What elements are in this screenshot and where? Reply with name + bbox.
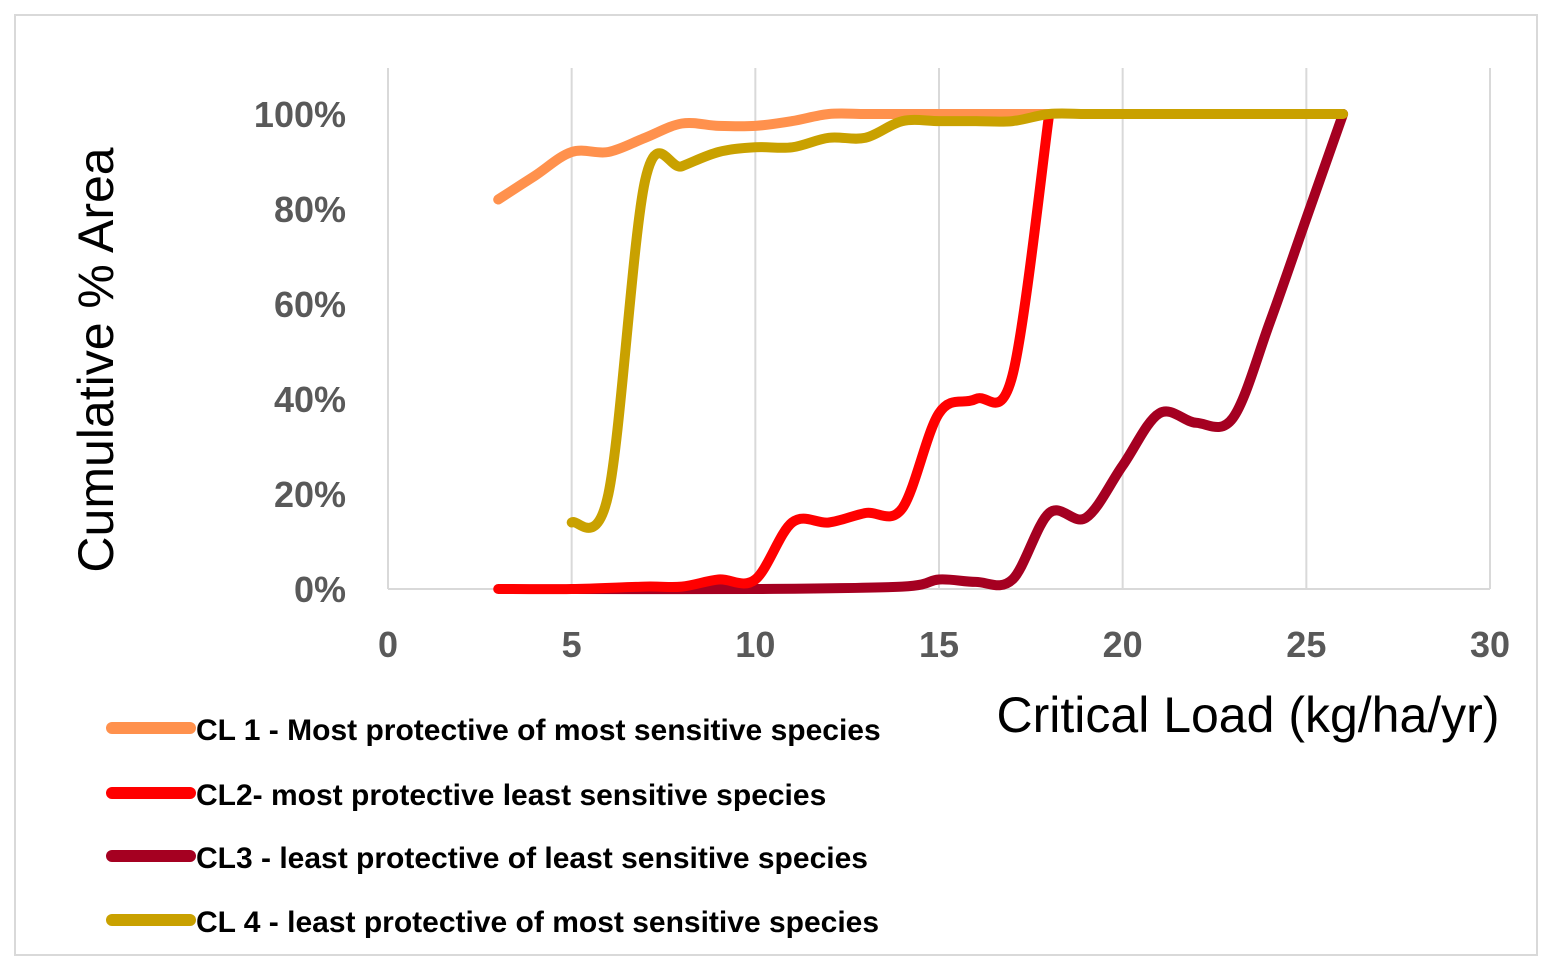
legend: CL 1 - Most protective of most sensitive… — [106, 714, 881, 939]
legend-label-cl3: CL3 - least protective of least sensitiv… — [196, 842, 868, 875]
y-tick-label: 20% — [274, 474, 346, 515]
series-line-cl2 — [493, 109, 1055, 595]
y-tick-label: 80% — [274, 189, 346, 230]
y-tick-label: 0% — [294, 569, 346, 610]
x-tick-label: 15 — [919, 624, 959, 665]
series-line-cl3 — [566, 109, 1349, 595]
x-tick-label: 10 — [735, 624, 775, 665]
x-tick-label: 30 — [1470, 624, 1510, 665]
series-lines — [493, 108, 1349, 595]
legend-label-cl2: CL2- most protective least sensitive spe… — [196, 779, 826, 812]
legend-label-cl1: CL 1 - Most protective of most sensitive… — [196, 714, 881, 747]
x-axis: 0 5 10 15 20 25 30 — [378, 624, 1510, 665]
y-axis-title: Cumulative % Area — [68, 147, 124, 572]
x-tick-label: 0 — [378, 624, 398, 665]
legend-label-cl4: CL 4 - least protective of most sensitiv… — [196, 906, 879, 939]
y-tick-label: 100% — [254, 94, 346, 135]
y-tick-label: 60% — [274, 284, 346, 325]
x-tick-label: 25 — [1286, 624, 1326, 665]
x-tick-label: 5 — [562, 624, 582, 665]
y-tick-label: 40% — [274, 379, 346, 420]
x-axis-title: Critical Load (kg/ha/yr) — [997, 687, 1500, 743]
x-tick-label: 20 — [1103, 624, 1143, 665]
gridlines — [387, 68, 1491, 590]
series-line-cl4 — [566, 108, 1349, 533]
y-axis: 0% 20% 40% 60% 80% 100% — [254, 94, 346, 610]
chart-frame — [14, 14, 1538, 956]
series-line-cl1 — [493, 108, 1055, 205]
